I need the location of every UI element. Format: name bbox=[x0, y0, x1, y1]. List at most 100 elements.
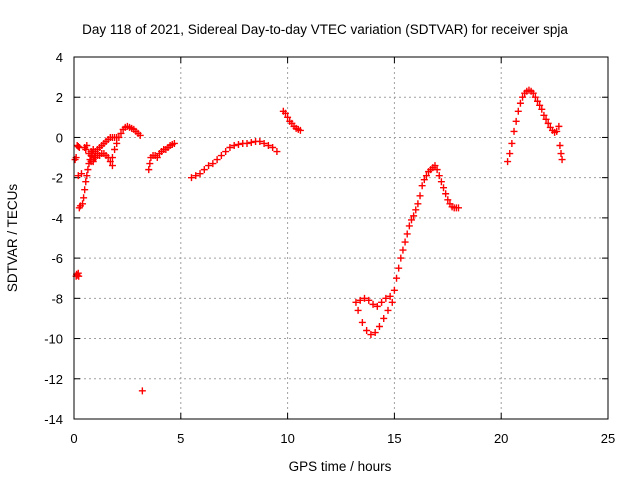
data-point bbox=[352, 298, 360, 306]
data-point bbox=[81, 186, 89, 194]
data-point bbox=[418, 182, 426, 190]
data-point bbox=[386, 292, 394, 300]
data-point bbox=[209, 160, 217, 168]
data-point bbox=[226, 144, 234, 151]
y-axis-label: SDTVAR / TECUs bbox=[5, 184, 20, 293]
series-seg-evening-fall bbox=[527, 87, 559, 136]
data-point bbox=[222, 148, 230, 156]
data-point bbox=[390, 286, 398, 294]
x-tick-label: 25 bbox=[601, 431, 615, 446]
y-tick-label: 0 bbox=[56, 130, 63, 145]
data-point bbox=[444, 196, 452, 204]
data-point bbox=[422, 172, 430, 180]
data-point bbox=[544, 119, 552, 127]
data-point bbox=[77, 170, 85, 178]
data-point bbox=[412, 206, 420, 214]
data-point bbox=[531, 93, 539, 101]
plot-frame bbox=[73, 56, 609, 420]
data-point bbox=[205, 162, 213, 170]
series-seg-trough bbox=[354, 298, 396, 339]
data-point bbox=[75, 272, 83, 280]
data-point bbox=[393, 274, 401, 282]
data-point bbox=[519, 93, 527, 101]
data-point bbox=[363, 327, 371, 335]
y-tick-label: -2 bbox=[51, 171, 63, 186]
data-point bbox=[106, 158, 114, 166]
x-axis-label: GPS time / hours bbox=[289, 459, 392, 474]
y-tick-label: -10 bbox=[44, 332, 63, 347]
data-point bbox=[540, 111, 548, 119]
data-point bbox=[512, 117, 520, 125]
series-seg-early-mid bbox=[71, 141, 83, 164]
data-point bbox=[510, 127, 518, 135]
data-point bbox=[534, 97, 542, 105]
series-seg-mid-rise bbox=[145, 139, 178, 174]
data-point bbox=[74, 142, 82, 150]
data-point bbox=[556, 141, 564, 149]
data-point bbox=[397, 254, 405, 262]
data-point bbox=[79, 200, 87, 208]
data-point bbox=[113, 139, 121, 147]
series-seg-outlier bbox=[138, 387, 146, 395]
data-point bbox=[82, 178, 90, 186]
data-point bbox=[437, 178, 445, 186]
data-point bbox=[375, 322, 383, 330]
data-point bbox=[354, 306, 362, 314]
y-tick-label: 2 bbox=[56, 90, 63, 105]
data-point bbox=[196, 170, 204, 178]
data-point bbox=[410, 212, 418, 220]
series-seg-ten bbox=[279, 107, 304, 134]
data-point bbox=[416, 192, 424, 200]
data-point bbox=[536, 101, 544, 109]
data-point bbox=[83, 141, 91, 149]
series-seg-morning bbox=[187, 137, 264, 182]
series-seg-end bbox=[553, 122, 566, 164]
grid bbox=[74, 57, 608, 419]
data-point bbox=[454, 204, 462, 212]
data-point bbox=[281, 109, 289, 117]
axis-ticks: 0 5 10 15 20 25 -14 -12 -10 -8 -6 -4 -2 0 2 4 bbox=[44, 50, 615, 446]
data-point bbox=[367, 331, 375, 339]
y-tick-label: -12 bbox=[44, 372, 63, 387]
series-seg-afternoon-fall bbox=[433, 166, 462, 212]
data-point bbox=[108, 162, 116, 170]
data-point bbox=[170, 139, 178, 147]
data-point bbox=[146, 160, 154, 168]
series-seg-early-low bbox=[72, 269, 83, 280]
data-point bbox=[506, 150, 514, 158]
data-point bbox=[358, 318, 366, 326]
data-point bbox=[401, 238, 409, 246]
data-point bbox=[420, 176, 428, 184]
series-seg-hump bbox=[108, 122, 144, 162]
data-point bbox=[514, 107, 522, 115]
data-point bbox=[395, 264, 403, 272]
data-point bbox=[557, 150, 565, 158]
data-point bbox=[153, 154, 161, 162]
data-point bbox=[371, 329, 379, 337]
x-tick-label: 15 bbox=[387, 431, 401, 446]
data-point bbox=[117, 129, 125, 137]
data-point bbox=[360, 294, 368, 302]
data-point bbox=[256, 137, 264, 145]
data-point bbox=[217, 152, 225, 160]
series-seg-afternoon-rise bbox=[390, 162, 439, 294]
data-point bbox=[504, 158, 512, 166]
data-point bbox=[405, 222, 413, 230]
data-point bbox=[542, 115, 550, 123]
data-point bbox=[384, 306, 392, 314]
data-point bbox=[213, 156, 221, 164]
data-point bbox=[529, 89, 537, 97]
data-point bbox=[555, 122, 563, 130]
y-tick-label: -6 bbox=[51, 251, 63, 266]
data-point bbox=[373, 302, 381, 310]
data-point bbox=[230, 141, 238, 149]
data-point bbox=[382, 294, 390, 302]
data-point bbox=[284, 113, 292, 121]
data-point bbox=[273, 148, 281, 156]
data-point bbox=[187, 174, 195, 182]
data-point bbox=[200, 166, 208, 174]
data-point bbox=[83, 172, 91, 180]
data-point bbox=[399, 246, 407, 254]
data-point bbox=[260, 139, 268, 147]
